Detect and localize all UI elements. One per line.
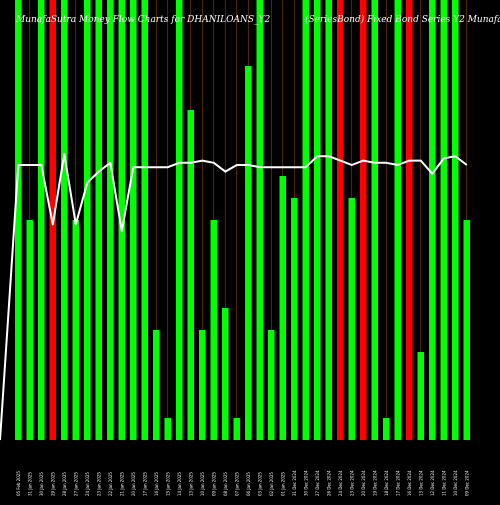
x-tick-label: 03 Jan 2025 xyxy=(257,472,262,496)
bar xyxy=(256,0,263,440)
bar xyxy=(440,0,447,440)
bar xyxy=(337,0,344,440)
x-tick-label: 16 Dec 2024 xyxy=(407,470,412,496)
bar xyxy=(153,330,160,440)
bar xyxy=(210,220,217,440)
bar xyxy=(429,0,436,440)
x-tick-label: 08 Jan 2025 xyxy=(223,472,228,496)
x-tick-label: 26 Dec 2024 xyxy=(326,470,331,496)
bar xyxy=(141,0,148,440)
bar xyxy=(371,0,378,440)
bar xyxy=(164,418,171,440)
x-tick-label: 09 Dec 2024 xyxy=(464,470,469,496)
bar xyxy=(394,0,401,440)
x-tick-label: 29 Jan 2025 xyxy=(50,472,55,496)
bar xyxy=(233,418,240,440)
bar xyxy=(130,0,137,440)
bar xyxy=(302,0,309,440)
x-tick-label: 28 Jan 2025 xyxy=(62,472,67,496)
x-tick-label: 19 Dec 2024 xyxy=(372,470,377,496)
x-tick-label: 13 Jan 2025 xyxy=(188,472,193,496)
x-tick-label: 07 Jan 2025 xyxy=(234,472,239,496)
x-tick-label: 23 Jan 2025 xyxy=(96,472,101,496)
money-flow-line xyxy=(0,153,468,441)
x-tick-label: 10 Dec 2024 xyxy=(453,470,458,496)
bar xyxy=(279,176,286,440)
bar xyxy=(463,220,470,440)
x-tick-label: 23 Dec 2024 xyxy=(349,470,354,496)
x-tick-label: 20 Dec 2024 xyxy=(361,470,366,496)
x-tick-label: 18 Dec 2024 xyxy=(384,470,389,496)
x-tick-label: 16 Jan 2025 xyxy=(154,472,159,496)
bar xyxy=(245,66,252,440)
bar xyxy=(84,0,91,440)
bar-series xyxy=(15,0,470,440)
bar xyxy=(107,0,114,440)
bar xyxy=(268,330,275,440)
x-tick-label: 09 Jan 2025 xyxy=(211,472,216,496)
x-tick-label: 15 Jan 2025 xyxy=(165,472,170,496)
x-tick-label: 30 Dec 2024 xyxy=(303,470,308,496)
x-tick-label: 17 Dec 2024 xyxy=(395,470,400,496)
bar xyxy=(383,418,390,440)
bar xyxy=(417,352,424,440)
bar xyxy=(406,0,413,440)
bar xyxy=(61,0,68,440)
x-tick-label: 21 Jan 2025 xyxy=(119,472,124,496)
bar xyxy=(187,110,194,440)
x-tick-label: 24 Dec 2024 xyxy=(338,470,343,496)
x-tick-label: 14 Jan 2025 xyxy=(177,472,182,496)
bar xyxy=(38,0,45,440)
x-tick-label: 06 Jan 2025 xyxy=(246,472,251,496)
chart-title-left: MunafaSutra Money Flow Charts for DHANIL… xyxy=(15,15,270,25)
bar xyxy=(199,330,206,440)
x-tick-label: 12 Dec 2024 xyxy=(430,470,435,496)
bar xyxy=(95,0,102,440)
bar xyxy=(360,0,367,440)
bar xyxy=(452,0,459,440)
chart-title-right: (SeriesBond) Fixed Bond Series Y2 Munafa… xyxy=(305,14,500,25)
x-tick-label: 30 Jan 2025 xyxy=(39,472,44,496)
x-tick-label: 11 Dec 2024 xyxy=(441,470,446,496)
bar xyxy=(314,0,321,440)
bar xyxy=(222,308,229,440)
x-tick-label: 31 Jan 2025 xyxy=(27,472,32,496)
x-tick-label: 31 Dec 2024 xyxy=(292,470,297,496)
x-tick-label: 27 Jan 2025 xyxy=(73,472,78,496)
bar xyxy=(325,0,332,440)
bar xyxy=(118,0,125,440)
x-tick-label: 10 Jan 2025 xyxy=(200,472,205,496)
x-tick-label: 02 Jan 2025 xyxy=(269,472,274,496)
bar xyxy=(26,220,33,440)
x-tick-label: 24 Jan 2025 xyxy=(85,472,90,496)
x-tick-label: 17 Jan 2025 xyxy=(142,472,147,496)
x-tick-label: 20 Jan 2025 xyxy=(131,472,136,496)
bar xyxy=(348,198,355,440)
bar xyxy=(176,0,183,440)
x-tick-label: 27 Dec 2024 xyxy=(315,470,320,496)
x-tick-label: 22 Jan 2025 xyxy=(108,472,113,496)
x-tick-label: 13 Dec 2024 xyxy=(418,470,423,496)
x-tick-label: 01 Jan 2025 xyxy=(280,472,285,496)
bar xyxy=(72,220,79,440)
x-axis-tick-labels: 05 Feb 2025 31 Jan 2025 30 Jan 2025 29 Jan … xyxy=(16,470,470,496)
bar xyxy=(15,0,22,440)
bar xyxy=(291,198,298,440)
x-tick-label: 05 Feb 2025 xyxy=(16,471,21,496)
